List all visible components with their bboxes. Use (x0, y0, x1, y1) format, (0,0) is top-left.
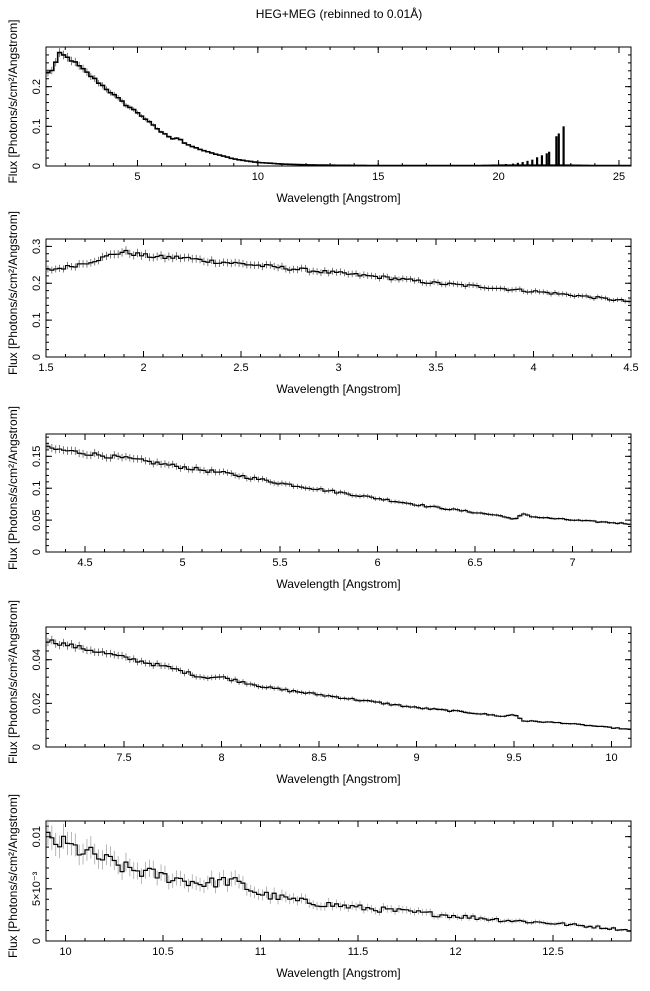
y-tick-label: 0.05 (31, 509, 43, 530)
spectrum-line (46, 831, 631, 932)
y-tick-label: 0 (31, 163, 43, 169)
y-axis-label: Flux [Photons/s/cm²/Angstrom] (6, 794, 20, 958)
x-tick-label: 10 (252, 171, 264, 183)
x-axis-label: Wavelength [Angstrom] (276, 382, 400, 396)
figure-title: HEG+MEG (rebinned to 0.01Å) (255, 7, 423, 21)
y-tick-label: 0.15 (31, 446, 43, 467)
error-bars (47, 442, 630, 526)
x-axis-label: Wavelength [Angstrom] (276, 966, 400, 980)
x-axis-label: Wavelength [Angstrom] (276, 191, 400, 205)
x-axis-label: Wavelength [Angstrom] (276, 577, 400, 591)
x-tick-label: 7.5 (116, 752, 131, 764)
y-tick-label: 0.02 (31, 693, 43, 714)
spectrum-line (46, 445, 631, 525)
y-tick-label: 0.1 (31, 481, 43, 496)
x-tick-label: 8 (218, 752, 224, 764)
y-tick-label: 0.1 (31, 312, 43, 327)
x-tick-label: 12.5 (542, 946, 563, 958)
x-tick-label: 4 (530, 362, 536, 374)
error-bars (47, 48, 630, 167)
plot-frame (45, 626, 632, 748)
x-tick-label: 3.5 (428, 362, 443, 374)
y-axis-label: Flux [Photons/s/cm²/Angstrom] (6, 600, 20, 764)
x-tick-label: 4.5 (77, 557, 92, 569)
x-tick-label: 10 (605, 752, 617, 764)
x-tick-label: 6.5 (467, 557, 482, 569)
x-tick-label: 8.5 (311, 752, 326, 764)
y-tick-label: 0.1 (31, 119, 43, 134)
y-tick-label: 0 (31, 549, 43, 555)
error-bars (47, 819, 630, 933)
x-tick-label: 11.5 (348, 946, 369, 958)
x-tick-label: 15 (372, 171, 384, 183)
x-tick-label: 10.5 (152, 946, 173, 958)
y-tick-label: 0.04 (31, 649, 43, 670)
chart-panel-3: 4.5 5 5.5 6 6.5 7 0 0.05 0.1 0.15 Wavelength [Angs… (6, 406, 632, 591)
x-axis-label: Wavelength [Angstrom] (276, 772, 400, 786)
y-tick-label: 0 (31, 938, 43, 944)
x-tick-label: 12 (449, 946, 461, 958)
y-tick-label: 5×10⁻³ (31, 871, 43, 906)
x-tick-label: 10 (59, 946, 71, 958)
error-bars (47, 246, 630, 304)
x-tick-label: 11 (255, 946, 266, 958)
y-tick-label: 0 (31, 354, 43, 360)
x-tick-label: 5 (179, 557, 185, 569)
chart-panel-4: 7.5 8 8.5 9 9.5 10 0 0.02 0.04 Wavelength [Angstr… (6, 600, 632, 786)
x-tick-label: 25 (613, 171, 625, 183)
chart-panel-1: 5 10 15 20 25 0 0.1 0.2 Wavelength [Angstrom] Flu… (6, 19, 632, 205)
y-tick-label: 0.2 (31, 276, 43, 291)
y-tick-label: 0.3 (31, 239, 43, 254)
spectrum-line (46, 51, 631, 167)
y-tick-label: 0.2 (31, 79, 43, 94)
chart-panel-5: 10 10.5 11 11.5 12 12.5 0 5×10⁻³ 0.01 Wavelength … (6, 794, 632, 980)
y-tick-label: 0 (31, 744, 43, 750)
x-tick-label: 2.5 (233, 362, 248, 374)
y-axis-label: Flux [Photons/s/cm²/Angstrom] (6, 19, 20, 183)
x-tick-label: 3 (335, 362, 341, 374)
spectrum-line (46, 249, 631, 303)
chart-panel-2: 1.5 2 2.5 3 3.5 4 4.5 0 0.1 0.2 0.3 Wavelength [Ang… (6, 211, 639, 396)
x-tick-label: 1.5 (38, 362, 53, 374)
x-tick-label: 5.5 (272, 557, 287, 569)
x-tick-label: 7 (569, 557, 575, 569)
plot-frame (45, 46, 632, 167)
x-tick-label: 9.5 (506, 752, 521, 764)
x-tick-label: 9 (413, 752, 419, 764)
y-axis-label: Flux [Photons/s/cm²/Angstrom] (6, 211, 20, 375)
y-axis-label: Flux [Photons/s/cm²/Angstrom] (6, 406, 20, 570)
y-tick-label: 0.01 (31, 826, 43, 847)
x-tick-label: 5 (134, 171, 140, 183)
x-tick-label: 2 (140, 362, 146, 374)
x-tick-label: 6 (374, 557, 380, 569)
spectrum-line (46, 639, 631, 730)
error-bars (47, 635, 630, 730)
x-tick-label: 4.5 (623, 362, 638, 374)
x-tick-label: 20 (492, 171, 504, 183)
